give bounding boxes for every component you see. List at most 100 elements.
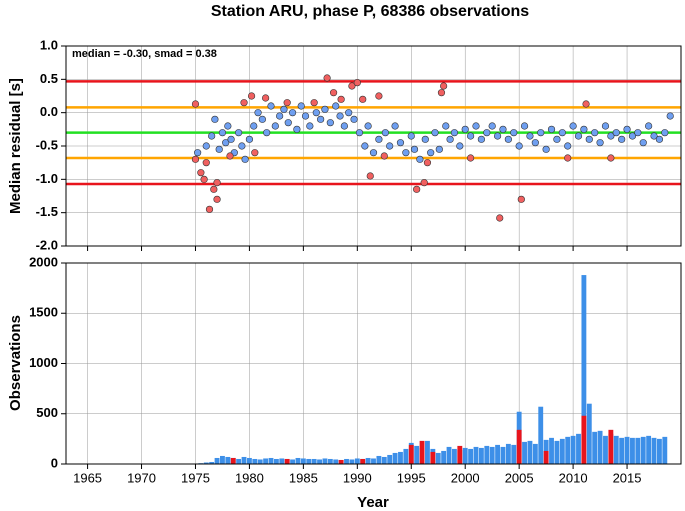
point xyxy=(312,109,320,117)
bar xyxy=(495,444,501,464)
y-tick-label: 1500 xyxy=(29,305,58,320)
bar xyxy=(656,438,662,464)
point xyxy=(618,135,626,143)
bar xyxy=(619,437,625,464)
bar xyxy=(635,437,641,464)
point xyxy=(410,145,419,153)
point xyxy=(461,125,469,133)
point xyxy=(386,142,394,150)
point xyxy=(191,100,200,108)
point xyxy=(623,125,631,133)
point xyxy=(375,92,383,100)
point xyxy=(366,172,374,180)
bar xyxy=(511,444,517,464)
point xyxy=(345,109,353,117)
y-tick-label: 2000 xyxy=(29,254,58,269)
point xyxy=(210,185,218,193)
bar xyxy=(630,437,635,464)
point xyxy=(215,145,223,153)
point xyxy=(222,139,230,147)
bar xyxy=(527,440,533,464)
bar xyxy=(581,415,587,464)
bar xyxy=(484,445,490,464)
point xyxy=(402,149,410,157)
bar xyxy=(646,435,652,464)
point xyxy=(416,155,424,163)
x-tick-label: 1975 xyxy=(181,470,210,485)
point xyxy=(205,205,214,213)
bar xyxy=(581,275,587,464)
bar xyxy=(252,458,258,464)
bar xyxy=(597,430,603,464)
point xyxy=(194,149,202,157)
bar xyxy=(338,459,344,464)
point xyxy=(297,102,305,110)
point xyxy=(413,185,421,193)
point xyxy=(323,74,331,82)
point xyxy=(310,99,318,107)
bar xyxy=(344,458,349,464)
x-axis-label: Year xyxy=(357,494,389,511)
point xyxy=(258,115,266,123)
bar xyxy=(263,458,269,464)
point xyxy=(472,122,480,130)
point xyxy=(211,115,219,123)
bar xyxy=(360,458,366,464)
point xyxy=(504,135,512,143)
point xyxy=(591,129,599,137)
y-tick-label: -1.5 xyxy=(36,204,58,219)
point xyxy=(450,129,459,137)
bar xyxy=(236,458,242,464)
point xyxy=(317,115,325,123)
x-tick-label: 2000 xyxy=(451,470,480,485)
point xyxy=(276,112,284,120)
point xyxy=(510,129,518,137)
bar xyxy=(559,438,565,464)
point xyxy=(423,159,432,167)
chart-title: Station ARU, phase P, 68386 observations xyxy=(211,3,529,20)
bar xyxy=(500,446,506,464)
point xyxy=(271,122,279,130)
y-tick-label: -0.5 xyxy=(36,137,58,152)
annotation: median = -0.30, smad = 0.38 xyxy=(72,48,217,60)
bar xyxy=(489,446,495,464)
point xyxy=(353,79,361,87)
bar xyxy=(425,440,430,464)
point xyxy=(488,122,496,130)
point xyxy=(247,92,256,100)
bar xyxy=(365,457,371,464)
point xyxy=(612,129,620,137)
bar xyxy=(295,457,301,464)
point xyxy=(517,195,525,203)
point xyxy=(226,152,234,160)
bar xyxy=(549,437,554,464)
point xyxy=(213,179,221,187)
point xyxy=(628,132,637,140)
point xyxy=(427,149,435,157)
plot-frame xyxy=(65,45,682,247)
point xyxy=(431,129,439,137)
point xyxy=(564,154,572,162)
bar xyxy=(435,452,441,464)
y-tick-label: 0.0 xyxy=(40,104,58,119)
point xyxy=(601,122,610,130)
point xyxy=(446,135,454,143)
x-tick-label: 1995 xyxy=(397,470,426,485)
y-axis-label: Observations xyxy=(7,315,24,411)
bar xyxy=(554,440,560,464)
bar xyxy=(640,436,646,464)
y-tick-label: 0.5 xyxy=(40,71,58,86)
point xyxy=(218,129,227,137)
x-tick-label: 1990 xyxy=(343,470,372,485)
point xyxy=(227,135,235,143)
point xyxy=(340,122,348,130)
bar xyxy=(349,459,355,464)
bar xyxy=(230,457,236,464)
point xyxy=(288,109,297,117)
point xyxy=(467,154,475,162)
point xyxy=(280,105,288,113)
x-tick-label: 1965 xyxy=(73,470,102,485)
point xyxy=(337,95,345,103)
bar xyxy=(322,458,328,464)
